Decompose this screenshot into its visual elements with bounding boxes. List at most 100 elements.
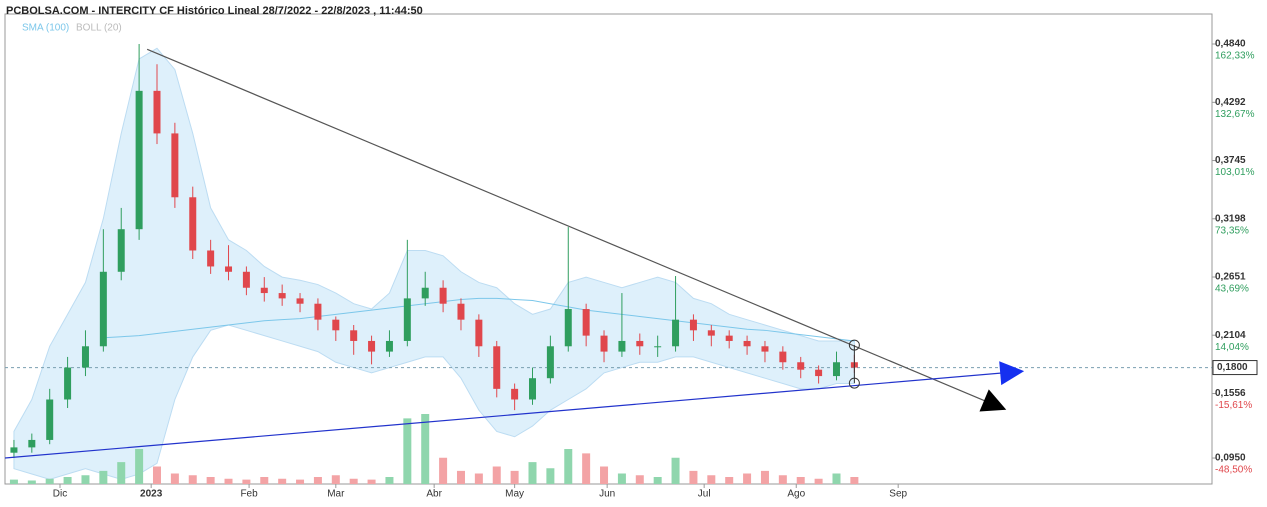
candle-body [529, 378, 537, 400]
volume-bar [385, 477, 394, 484]
y-tick-label: 0,3745 [1215, 155, 1246, 166]
candle-body [225, 266, 233, 272]
volume-bar [9, 479, 18, 484]
candle-body [207, 250, 215, 267]
volume-bar [296, 479, 305, 484]
volume-bar [135, 449, 144, 484]
y2-tick-label: 43,69% [1215, 284, 1249, 295]
candle-body [725, 335, 733, 341]
volume-bar [117, 462, 126, 484]
trendline [4, 371, 1013, 459]
y2-tick-label: 14,04% [1215, 342, 1249, 353]
candle-body [743, 340, 751, 347]
candle-body [475, 319, 483, 347]
candle-body [260, 287, 268, 294]
y-tick-label: 0,4292 [1215, 97, 1246, 108]
candle-body [493, 346, 501, 389]
marker [848, 377, 860, 389]
trendline [146, 48, 996, 406]
volume-bar [278, 478, 287, 484]
candle-body [439, 287, 447, 304]
sma-line [103, 297, 855, 342]
candle-body [457, 303, 465, 320]
legend-entry: SMA (100) [22, 23, 69, 34]
volume-bar [63, 477, 72, 484]
y2-tick-label: -15,61% [1215, 400, 1252, 411]
candle-body [403, 298, 411, 341]
volume-bar [27, 480, 36, 484]
candle-body [761, 346, 769, 352]
volume-bar [725, 477, 734, 484]
x-tick-label: Feb [240, 489, 258, 500]
x-tick-label: Abr [426, 489, 442, 500]
candle-body [707, 330, 715, 336]
volume-bar [600, 466, 609, 484]
volume-bar [439, 457, 448, 484]
last-price-box [1212, 360, 1258, 376]
y2-tick-label: 73,35% [1215, 225, 1249, 236]
volume-bar [456, 470, 465, 484]
volume-bar [546, 468, 555, 484]
candle-body [385, 340, 393, 352]
x-tick-label: Dic [53, 489, 67, 500]
volume-bar [331, 475, 340, 484]
volume-bar [224, 478, 233, 484]
candle-body [511, 388, 519, 400]
marker [848, 339, 860, 351]
candle-body [564, 309, 572, 347]
volume-bar [206, 477, 215, 484]
candle-body [314, 303, 322, 320]
volume-bar [99, 470, 108, 484]
candle-body [368, 340, 376, 352]
candle-body [797, 362, 805, 370]
candle-body [46, 399, 54, 440]
volume-bar [349, 478, 358, 484]
volume-bar [45, 478, 54, 484]
volume-bar [760, 470, 769, 484]
candle-body [171, 133, 179, 198]
volume-bar [260, 477, 269, 484]
x-tick-label: 2023 [140, 489, 163, 500]
candle-body [600, 335, 608, 352]
candle-body [64, 367, 72, 400]
volume-bar [582, 453, 591, 484]
y-tick-label: 0,4840 [1215, 39, 1246, 50]
x-tick-label: Mar [327, 489, 345, 500]
candle-body [242, 271, 250, 288]
candle-body [117, 229, 125, 272]
volume-bar [653, 477, 662, 484]
volume-bar [796, 477, 805, 484]
plot-frame [4, 13, 1213, 485]
last-price-label: 0,1800 [1217, 362, 1248, 373]
candle-body [153, 90, 161, 134]
chart-title: PCBOLSA.COM - INTERCITY CF Histórico Lin… [6, 5, 423, 17]
volume-bar [170, 473, 179, 484]
candle-body [689, 319, 697, 331]
candle-body [636, 340, 644, 347]
bollinger-band [13, 47, 855, 480]
candle-body [350, 330, 358, 341]
y2-tick-label: 162,33% [1215, 51, 1255, 62]
candle-body [296, 298, 304, 304]
volume-bar [564, 449, 573, 484]
candle-body [546, 346, 554, 379]
volume-bar [528, 462, 537, 484]
candle-body [654, 346, 662, 348]
x-tick-label: Jun [599, 489, 615, 500]
volume-bar [474, 473, 483, 484]
volume-bar [832, 473, 841, 484]
candle-body [832, 362, 840, 377]
legend-entry: BOLL (20) [76, 23, 122, 34]
volume-bar [814, 478, 823, 484]
candle-body [28, 439, 36, 448]
volume-bar [81, 475, 90, 484]
volume-bar [778, 475, 787, 484]
volume-bar [367, 479, 376, 484]
volume-bar [421, 414, 430, 484]
volume-bar [188, 475, 197, 484]
volume-bar [743, 473, 752, 484]
volume-bar [492, 466, 501, 484]
candle-body [278, 293, 286, 299]
volume-bar [510, 470, 519, 484]
